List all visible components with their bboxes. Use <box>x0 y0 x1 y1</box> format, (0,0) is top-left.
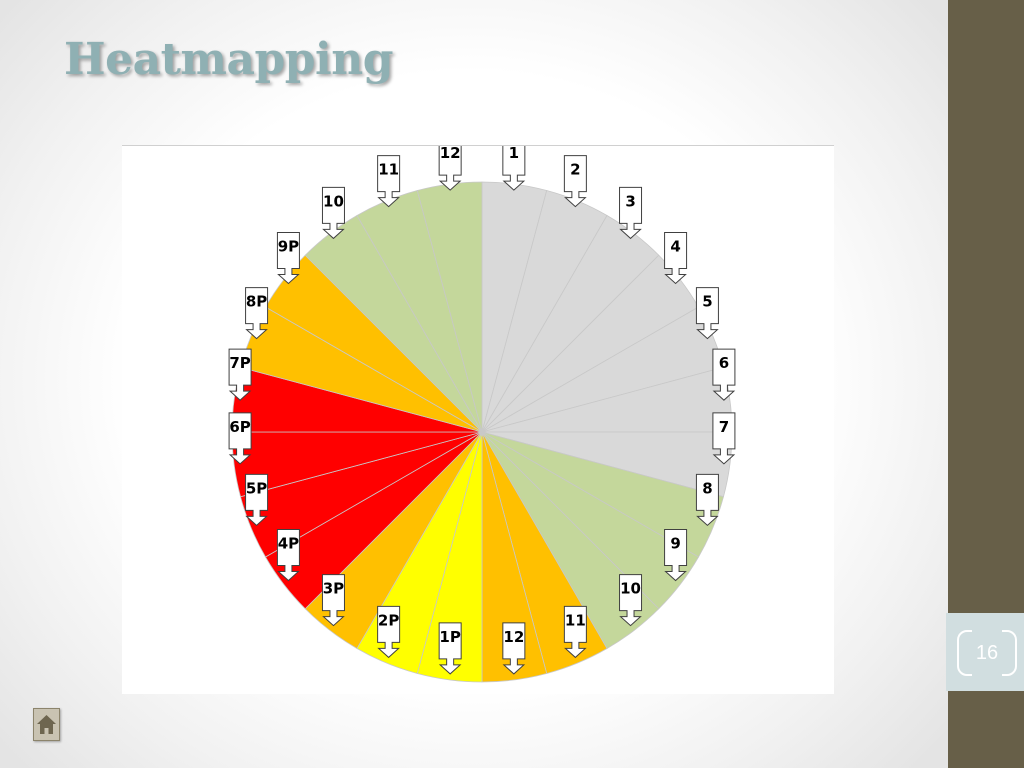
slice-label: 8 <box>702 479 712 497</box>
slice-callout-5: 5 <box>695 287 719 340</box>
slice-label: 3 <box>625 192 635 210</box>
chart-panel: 1 2 3 4 5 6 7 8 9 10 11 12 1P 2P 3P 4P 5P 6P 7P 8P 9P 10 11 12 <box>122 138 834 694</box>
slice-label: 10 <box>323 192 344 210</box>
slice-callout-24: 12 <box>438 138 462 191</box>
slice-callout-18: 6P <box>228 412 252 465</box>
slice-label: 7 <box>719 418 729 436</box>
slice-label: 7P <box>229 354 250 372</box>
slice-callout-11: 11 <box>563 605 587 659</box>
slice-label: 12 <box>503 628 524 646</box>
slice-callout-9: 9 <box>664 529 688 582</box>
slice-callout-6: 6 <box>712 348 736 401</box>
bracket-gap-bottom <box>972 674 1002 678</box>
slice-label: 6P <box>229 418 250 436</box>
slice-callout-16: 4P <box>276 529 300 582</box>
slice-callout-8: 8 <box>695 473 719 527</box>
slice-callout-19: 7P <box>228 348 252 401</box>
slice-callout-17: 5P <box>245 473 269 527</box>
slice-callout-4: 4 <box>664 231 688 285</box>
slice-callout-20: 8P <box>245 287 269 340</box>
slice-callout-12: 12 <box>502 622 526 675</box>
slice-label: 10 <box>620 580 641 598</box>
slice-label: 4 <box>670 237 680 255</box>
slice-label: 5P <box>246 479 267 497</box>
slice-label: 1P <box>439 628 460 646</box>
slice-label: 8P <box>246 293 267 311</box>
slice-label: 11 <box>565 611 586 629</box>
slice-callout-10: 10 <box>619 574 643 627</box>
slice-callout-13: 1P <box>438 622 462 675</box>
home-icon <box>37 715 56 734</box>
bracket-gap-top <box>972 628 1002 632</box>
slice-label: 3P <box>323 580 344 598</box>
slice-callout-3: 3 <box>619 186 643 240</box>
slice-label: 9 <box>670 535 680 553</box>
slice-callout-22: 10 <box>321 186 345 240</box>
slice-label: 2P <box>378 611 399 629</box>
page-number: 16 <box>975 642 999 664</box>
slice-label: 6 <box>719 354 729 372</box>
slice-label: 4P <box>278 535 299 553</box>
slice-callout-23: 11 <box>377 155 401 208</box>
slice-callout-1: 1 <box>502 138 526 191</box>
slice-callout-7: 7 <box>712 412 736 465</box>
slice-label: 2 <box>570 161 580 179</box>
slice-callout-21: 9P <box>276 231 300 285</box>
page-number-box <box>946 613 1024 691</box>
slice-label: 1 <box>509 146 519 162</box>
slice-callout-14: 2P <box>377 605 401 659</box>
slice-callout-15: 3P <box>321 574 345 627</box>
slice-callout-2: 2 <box>563 155 587 208</box>
slice-label: 9P <box>278 237 299 255</box>
slice-label: 5 <box>702 293 712 311</box>
slide-title: Heatmapping <box>64 34 393 85</box>
slice-label: 12 <box>440 146 461 162</box>
slice-label: 11 <box>378 161 399 179</box>
home-button[interactable] <box>33 708 60 741</box>
